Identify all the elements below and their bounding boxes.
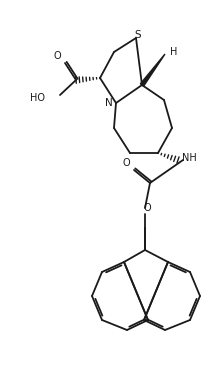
- Text: O: O: [122, 158, 130, 168]
- Text: O: O: [53, 51, 61, 61]
- Text: N: N: [105, 98, 113, 108]
- Polygon shape: [140, 54, 165, 86]
- Text: S: S: [135, 30, 141, 40]
- Text: NH: NH: [182, 153, 197, 163]
- Text: HO: HO: [30, 93, 45, 103]
- Text: O: O: [143, 203, 151, 213]
- Text: H: H: [170, 47, 177, 57]
